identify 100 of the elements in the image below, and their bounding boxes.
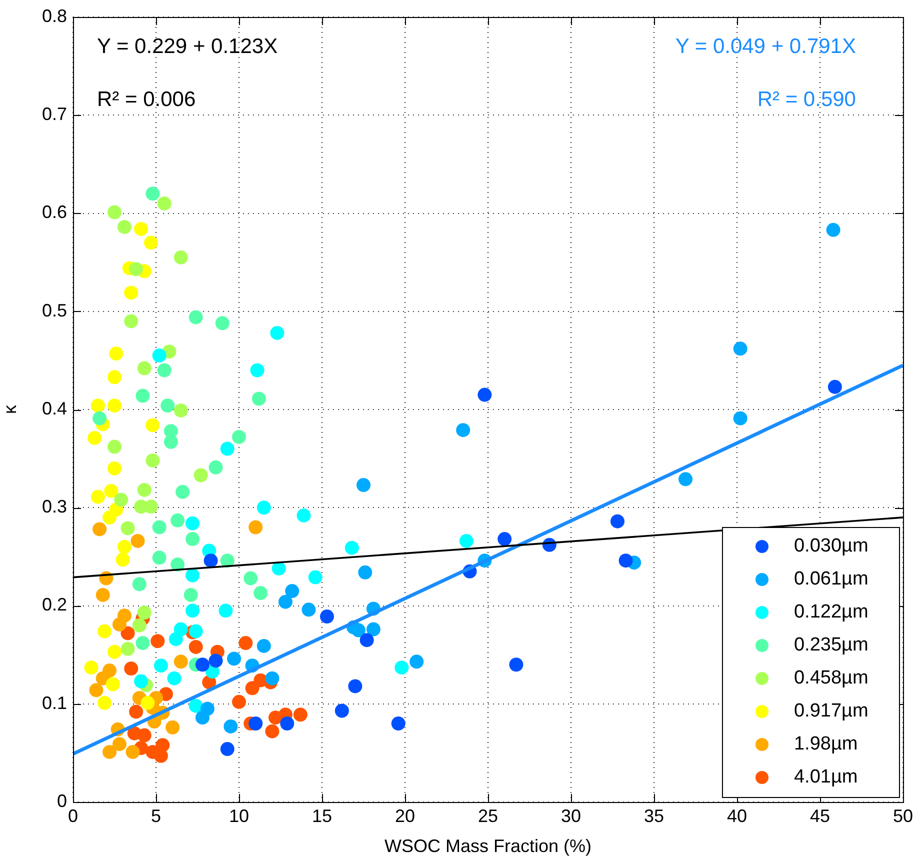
point [120, 626, 135, 640]
point [137, 728, 152, 742]
point [109, 346, 124, 361]
point [112, 617, 126, 632]
point [459, 534, 474, 548]
point [108, 461, 122, 476]
point [254, 586, 268, 600]
point [114, 492, 128, 507]
point [308, 570, 322, 584]
point [232, 694, 246, 709]
y-tick-label: 0.8 [42, 6, 67, 26]
x-tick-label: 30 [560, 806, 582, 826]
point [92, 522, 107, 536]
point [130, 534, 145, 548]
point [302, 602, 316, 617]
point [320, 610, 334, 624]
point [391, 716, 406, 730]
point [152, 520, 166, 534]
point [166, 720, 180, 734]
annotation: R² = 0.006 [97, 88, 196, 111]
point [188, 640, 203, 654]
point [220, 554, 234, 568]
point [112, 737, 126, 752]
point [296, 508, 311, 522]
legend-label: 0.458µm [794, 668, 868, 689]
point [174, 250, 188, 264]
point [285, 584, 300, 598]
point [136, 636, 150, 650]
x-tick-label: 45 [810, 806, 830, 826]
y-tick-label: 0.6 [42, 202, 67, 222]
x-tick-label: 35 [644, 806, 664, 826]
point [129, 704, 144, 719]
point [90, 490, 105, 504]
y-tick-label: 0.5 [42, 300, 67, 320]
point [195, 710, 210, 725]
point [157, 363, 172, 378]
point [334, 704, 349, 718]
point [174, 403, 188, 418]
point [256, 500, 271, 515]
point [208, 654, 223, 668]
point [250, 363, 264, 378]
point [129, 262, 144, 276]
point [610, 514, 624, 528]
point [174, 654, 188, 669]
point [108, 644, 122, 659]
point [252, 392, 266, 406]
point [98, 696, 112, 710]
x-tick-label: 25 [478, 806, 498, 826]
point [826, 222, 840, 237]
x-tick-label: 40 [726, 806, 748, 826]
y-tick-label: 0.2 [42, 594, 67, 615]
point [678, 472, 693, 486]
point [232, 430, 246, 444]
point [116, 552, 130, 567]
point [618, 554, 633, 568]
point [120, 642, 135, 656]
point [108, 440, 122, 454]
point [227, 652, 242, 666]
point [96, 671, 110, 686]
y-tick-label: 0.1 [42, 692, 67, 713]
point [215, 316, 230, 330]
point [478, 388, 492, 402]
point [124, 662, 138, 676]
point [186, 568, 200, 582]
annotation: Y = 0.229 + 0.123X [97, 34, 278, 58]
point [344, 540, 359, 555]
point [108, 205, 122, 220]
point [98, 624, 112, 638]
point [102, 744, 117, 759]
y-tick-label: 0.7 [42, 104, 67, 124]
point [164, 434, 178, 449]
point [366, 622, 380, 636]
legend-label: 0.061µm [794, 568, 868, 590]
point [828, 380, 842, 394]
point [248, 716, 263, 730]
legend-label: 1.98µm [794, 734, 858, 755]
point [188, 624, 203, 638]
point [106, 677, 120, 692]
point [146, 454, 160, 468]
annotation: Y = 0.049 + 0.791X [675, 34, 856, 58]
annotation: R² = 0.590 [757, 88, 856, 111]
point [157, 196, 172, 210]
point [144, 236, 158, 250]
point [176, 484, 190, 499]
point [358, 565, 372, 580]
point [352, 623, 366, 638]
point [96, 588, 110, 602]
point [136, 388, 150, 403]
point [348, 679, 362, 694]
point [410, 654, 424, 669]
y-tick-label: 0.4 [42, 398, 67, 418]
point [117, 540, 132, 554]
point [360, 633, 374, 648]
point [186, 532, 200, 546]
point [356, 478, 370, 492]
point [733, 411, 748, 426]
legend-label: 0.235µm [794, 634, 868, 656]
point [140, 696, 155, 710]
point [160, 398, 175, 413]
point [124, 286, 138, 300]
